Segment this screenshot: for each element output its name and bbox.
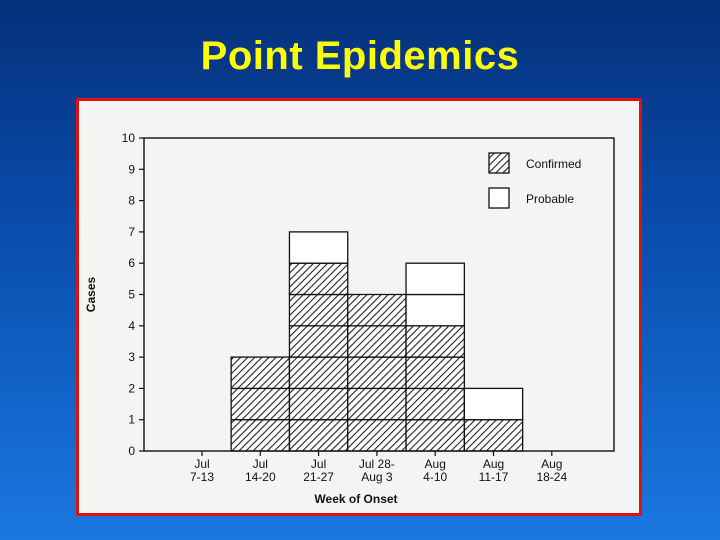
bar-confirmed-case: [347, 419, 407, 452]
x-tick-label-line: 14-20: [245, 470, 276, 484]
bar-confirmed-case: [347, 387, 407, 421]
x-tick-label-line: Jul: [253, 457, 268, 471]
x-axis-title: Week of Onset: [314, 492, 397, 506]
y-tick-label: 6: [128, 256, 135, 270]
x-tick-label: Jul 21-27: [303, 457, 334, 484]
x-tick-label-line: 11-17: [479, 470, 509, 484]
bar-confirmed-case: [288, 325, 349, 358]
y-tick-label: 3: [128, 350, 135, 364]
x-tick-label-line: Aug: [541, 457, 562, 471]
legend-swatch-confirmed: [488, 152, 510, 174]
bar-confirmed-case: [230, 356, 291, 390]
x-tick-label: Aug 18-24: [536, 457, 567, 484]
y-tick-label: 9: [128, 162, 135, 176]
x-tick-label-line: Jul: [194, 457, 209, 471]
bar-probable-case: [405, 293, 465, 327]
y-tick-label: 5: [128, 288, 135, 302]
bar-confirmed-case: [288, 293, 349, 327]
bar-confirmed-case: [405, 387, 465, 421]
x-tick-label-line: Jul: [311, 457, 326, 471]
slide-title: Point Epidemics: [200, 34, 520, 78]
x-tick-label: Jul 7-13: [190, 457, 214, 484]
bar-confirmed-case: [230, 419, 291, 452]
x-tick-label-line: Aug: [483, 457, 504, 471]
bar-probable-case: [405, 262, 465, 296]
bar-confirmed-case: [347, 325, 407, 358]
bar-confirmed-case: [405, 356, 465, 390]
bar-confirmed-case: [405, 419, 465, 452]
y-tick-label: 4: [128, 319, 135, 333]
y-tick-label: 1: [128, 413, 135, 427]
bar-confirmed-case: [405, 325, 465, 358]
bar-confirmed-case: [288, 262, 349, 296]
legend-label-confirmed: Confirmed: [526, 157, 581, 171]
y-tick-label: 10: [122, 131, 136, 145]
bar-confirmed-case: [288, 419, 349, 452]
x-tick-label-line: 7-13: [190, 470, 214, 484]
legend-swatch-probable: [488, 187, 510, 209]
x-tick-label-line: 4-10: [423, 470, 447, 484]
y-tick-label: 7: [128, 225, 135, 239]
x-tick-label: Jul 28-Aug 3: [359, 457, 395, 484]
x-tick-label: Jul 14-20: [245, 457, 276, 484]
y-tick-label: 8: [128, 194, 135, 208]
x-tick-label-line: 21-27: [303, 470, 334, 484]
bar-probable-case: [288, 231, 349, 264]
x-tick-label-line: Aug 3: [361, 470, 393, 484]
bar-confirmed-case: [463, 419, 524, 452]
bar-confirmed-case: [288, 356, 349, 390]
x-tick-label-line: Aug: [425, 457, 446, 471]
bar-confirmed-case: [347, 356, 407, 390]
bar-confirmed-case: [230, 387, 291, 421]
bar-confirmed-case: [288, 387, 349, 421]
bar-probable-case: [463, 387, 524, 421]
y-tick-label: 2: [128, 381, 135, 395]
x-tick-label-line: Jul 28-: [359, 457, 395, 471]
y-axis-title: Cases: [84, 277, 98, 313]
legend-label-probable: Probable: [526, 192, 574, 206]
figure-frame: 0 1 2 3 4 5 6 7 8 9 10 Cases Jul 7-13 Jul 14-20 Jul 21-27…: [76, 98, 642, 516]
bar-confirmed-case: [347, 293, 407, 327]
x-tick-label: Aug 11-17: [479, 457, 509, 484]
x-tick-label-line: 18-24: [536, 470, 567, 484]
x-tick-label: Aug 4-10: [423, 457, 447, 484]
y-tick-label: 0: [128, 444, 135, 458]
